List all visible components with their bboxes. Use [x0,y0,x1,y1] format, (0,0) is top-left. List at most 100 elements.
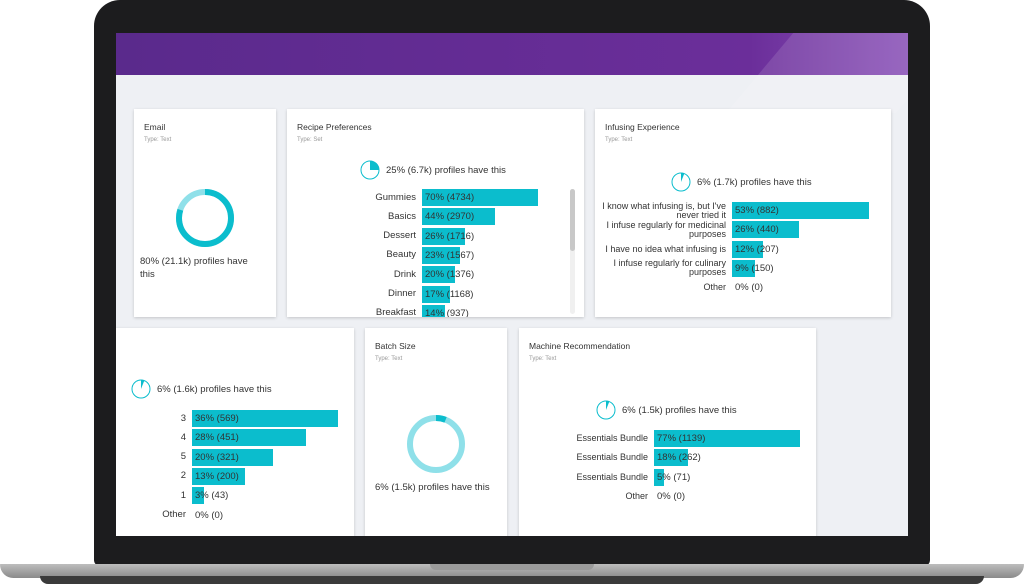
bar-row: Other 0% (0) [162,507,342,524]
bar-row: Gummies 70% (4734) [375,189,572,206]
pie-slice [606,401,610,410]
bar-fill [422,246,460,264]
bar-fill [422,266,455,284]
bar-row: I infuse regularly for medicinal purpose… [606,220,882,239]
batch-size-card[interactable]: Batch Size Type: Text 6% (1.5k) profiles… [365,328,507,536]
bar-row: Basics 44% (2970) [388,208,572,226]
bar-value-label: 26% (1716) [425,230,475,242]
card-type: Type: Text [375,356,403,362]
bar-row: 5 20% (321) [181,448,342,466]
bar-value-label: 20% (1376) [425,269,475,281]
bar-fill [422,208,495,226]
bar-label: Beauty [386,249,416,261]
summary: 6% (1.5k) profiles have this [596,400,737,420]
card-type: Type: Text [605,137,633,143]
coverage-pie-icon [360,160,380,180]
bar-label: I infuse regularly for medicinal purpose… [606,219,726,239]
recipe-bar-chart: Gummies 70% (4734) Basics 44% (2970) Dessert… [375,189,572,317]
bar-label: 3 [180,412,186,424]
bar-value-label: 28% (451) [195,432,239,444]
summary: 6% (1.7k) profiles have this [671,172,812,192]
bar-value-label: 14% (937) [425,307,469,317]
summary-text: 6% (1.7k) profiles have this [697,176,812,188]
bar-label: Essentials Bundle [576,433,648,443]
distribution-card[interactable]: 6% (1.6k) profiles have this 3 36% (569) 4… [116,328,354,536]
bar-value-label: 53% (882) [735,205,779,216]
bar-value-label: 0% (0) [195,509,223,521]
bar-fill [422,304,446,317]
bar-value-label: 36% (569) [195,413,239,424]
bar-value-label: 77% (1139) [657,433,706,444]
bar-value-label: 3% (43) [195,490,229,502]
bar-value-label: 17% (1168) [425,288,474,300]
infusing-experience-card[interactable]: Infusing Experience Type: Text 6% (1.7k)… [595,109,891,317]
bar-row: Essentials Bundle 18% (262) [576,449,804,467]
card-type: Type: Text [144,137,172,143]
email-card[interactable]: Email Type: Text 80% (21.1k) profiles ha… [134,109,276,317]
card-type: Type: Text [529,356,557,362]
app-header-bar [116,33,908,113]
bar-label: Essentials Bundle [576,471,648,482]
machine-bar-chart: Essentials Bundle 77% (1139) Essentials Bu… [576,430,804,520]
bar-label: 4 [180,431,186,443]
bar-label: Other [703,282,726,293]
bar-value-label: 70% (4734) [425,192,475,203]
bar-row: I know what infusing is, but I've never … [602,201,882,219]
summary-text: 25% (6.7k) profiles have this [386,164,506,176]
bar-fill [422,285,451,303]
coverage-pie-icon [596,400,616,420]
card-title: Batch Size [375,341,416,351]
infusing-bar-chart: I know what infusing is, but I've never … [602,201,882,312]
donut-filled-arc [176,189,234,247]
bar-fill [654,468,664,486]
bar-value-label: 9% (150) [735,262,774,274]
summary-text: 6% (1.5k) profiles have this [375,482,490,493]
bar-row: Drink 20% (1376) [394,266,572,284]
recipe-preferences-card[interactable]: Recipe Preferences Type: Set 25% (6.7k) … [287,109,584,317]
bar-row: Beauty 23% (1567) [386,246,572,264]
bar-value-label: 23% (1567) [425,249,475,261]
bar-fill [422,189,538,206]
bar-fill [192,487,205,505]
bar-label: Drink [393,268,416,280]
coverage-pie-icon [671,172,691,192]
summary-text: 80% (21.1k) profiles have this [140,256,248,280]
pie-slice [370,161,379,170]
bar-row: 3 36% (569) [181,410,342,427]
distribution-bar-chart: 3 36% (569) 4 28% (451) 5 20% (321) 2 13% (200)… [162,410,342,528]
bar-row: I have no idea what infusing is 12% (207) [605,240,882,258]
bar-row: Breakfast 14% (937) [376,304,572,317]
pie-slice [141,380,145,389]
bar-value-label: 26% (440) [735,224,779,236]
card-title: Recipe Preferences [297,122,372,132]
bar-fill [192,467,245,485]
bar-value-label: 13% (200) [195,470,239,482]
machine-recommendation-card[interactable]: Machine Recommendation Type: Text 6% (1.… [519,328,816,536]
bar-row: Dinner 17% (1168) [388,285,572,303]
bar-row: 2 13% (200) [181,467,342,485]
screen-glare [726,33,908,113]
laptop-notch [430,564,594,570]
card-type: Type: Set [297,137,323,143]
dashboard-screen: Email Type: Text 80% (21.1k) profiles ha… [116,33,908,536]
coverage-pie-icon [131,379,151,399]
bar-value-label: 20% (321) [195,451,239,463]
bar-value-label: 12% (207) [735,243,779,255]
bar-label: I know what infusing is, but I've never … [602,200,726,220]
bar-value-label: 44% (2970) [425,211,475,223]
scrollbar[interactable] [570,189,575,314]
bar-row: 1 3% (43) [181,487,342,505]
card-title: Machine Recommendation [529,341,631,351]
bar-fill [732,202,869,219]
pie-slice [681,173,685,182]
bar-row: Other 0% (0) [625,488,804,505]
laptop-base [0,560,1024,588]
bar-label: Basics [388,210,416,222]
scrollbar-thumb[interactable] [570,189,575,251]
bar-row: 4 28% (451) [181,429,342,447]
bar-label: 1 [180,489,186,501]
bar-label: I infuse regularly for culinary purposes [613,258,726,278]
card-title: Email [144,122,166,132]
bar-row: Essentials Bundle 5% (71) [576,468,804,486]
summary-text: 6% (1.6k) profiles have this [157,383,272,395]
